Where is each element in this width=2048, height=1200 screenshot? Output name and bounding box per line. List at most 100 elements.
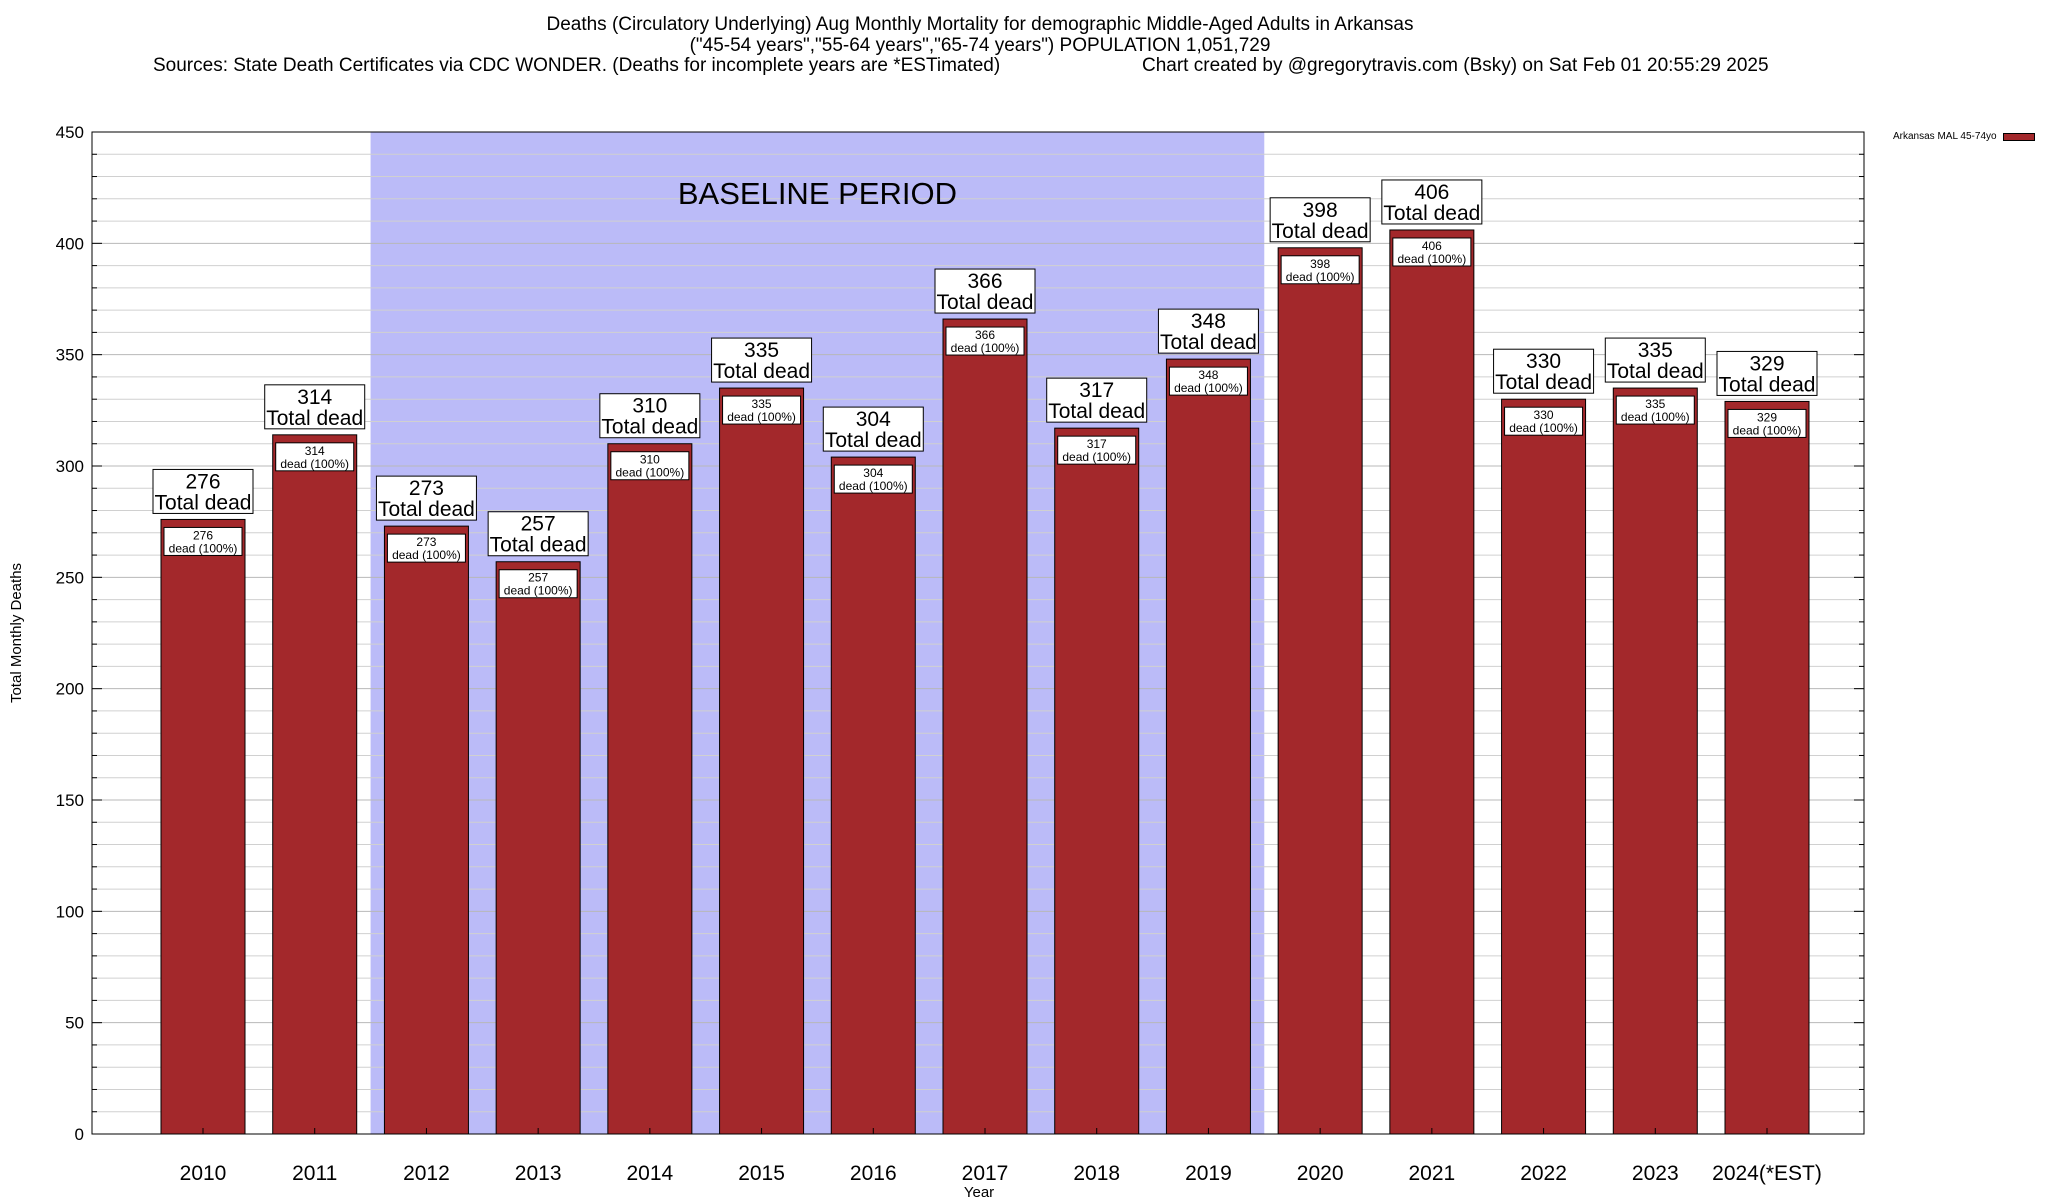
y-tick-label: 200: [56, 680, 84, 699]
bar: [830, 456, 916, 1135]
bar-top-total-label: Total dead: [1495, 371, 1592, 394]
bar-top-label-box: [264, 384, 366, 430]
x-tick-label: 2010: [180, 1162, 227, 1185]
bar-inner-percent-label: dead (100%): [951, 341, 1020, 355]
x-tick-label: 2016: [850, 1162, 897, 1185]
bar-top-label-box: [822, 406, 924, 452]
bar-top-value-label: 406: [1414, 181, 1449, 204]
bar: [1277, 247, 1363, 1135]
x-tick-label: 2018: [1073, 1162, 1120, 1185]
bar-top-total-label: Total dead: [1719, 373, 1816, 396]
bar-top-value-label: 304: [856, 408, 891, 431]
bar-inner-label-box: [1727, 408, 1807, 438]
bar-inner-percent-label: dead (100%): [1174, 381, 1243, 395]
bar-top-label-box: [487, 511, 589, 557]
bar-inner-label-box: [275, 442, 355, 472]
chart-title-block: Deaths (Circulatory Underlying) Aug Mont…: [0, 14, 1960, 56]
baseline-label: BASELINE PERIOD: [678, 176, 957, 211]
bar: [1612, 387, 1698, 1135]
bar-inner-value-label: 330: [1534, 408, 1554, 422]
bar-inner-value-label: 304: [863, 466, 883, 480]
bar-inner-percent-label: dead (100%): [169, 541, 238, 555]
bar-top-value-label: 335: [744, 339, 779, 362]
y-tick-label: 450: [56, 123, 84, 142]
bar-top-label-box: [1493, 348, 1595, 394]
bar-inner-label-box: [1280, 255, 1360, 285]
bar-inner-label-box: [1057, 435, 1137, 465]
bar-top-total-label: Total dead: [1383, 202, 1480, 225]
x-tick-label: 2011: [292, 1162, 337, 1185]
y-tick-label: 150: [56, 791, 84, 810]
bar: [495, 561, 581, 1135]
bar-inner-label-box: [498, 569, 578, 599]
bar-inner-percent-label: dead (100%): [280, 457, 349, 471]
bar-inner-percent-label: dead (100%): [615, 466, 684, 480]
bar-inner-percent-label: dead (100%): [839, 479, 908, 493]
bar-top-label-box: [1716, 350, 1818, 396]
bar-top-label-box: [1604, 337, 1706, 383]
bar-top-value-label: 329: [1749, 352, 1784, 375]
bar-top-total-label: Total dead: [1607, 360, 1704, 383]
y-tick-label: 300: [56, 457, 84, 476]
bar-inner-percent-label: dead (100%): [504, 584, 573, 598]
bar-top-value-label: 366: [967, 270, 1002, 293]
bar-top-total-label: Total dead: [378, 498, 475, 521]
bar-top-total-label: Total dead: [1160, 331, 1257, 354]
bar-inner-label-box: [610, 451, 690, 481]
x-tick-label: 2022: [1520, 1162, 1567, 1185]
y-tick-label: 400: [56, 234, 84, 253]
bar-top-value-label: 314: [297, 386, 332, 409]
bar-top-label-box: [599, 393, 701, 439]
bar-top-label-box: [1381, 179, 1483, 225]
bar: [1389, 229, 1475, 1135]
x-tick-label: 2021: [1408, 1162, 1455, 1185]
bar-inner-percent-label: dead (100%): [727, 410, 796, 424]
bar-inner-value-label: 317: [1087, 437, 1107, 451]
bar-inner-value-label: 335: [752, 397, 772, 411]
bar-top-value-label: 273: [409, 477, 444, 500]
chart-subtitle: ("45-54 years","55-64 years","65-74 year…: [689, 35, 1271, 56]
bar: [1054, 427, 1140, 1135]
x-tick-label: 2019: [1185, 1162, 1232, 1185]
bar-inner-value-label: 329: [1757, 410, 1777, 424]
x-tick-label: 2024(*EST): [1712, 1162, 1822, 1185]
bar-inner-label-box: [945, 326, 1025, 356]
y-tick-label: 0: [75, 1125, 84, 1144]
x-tick-label: 2013: [515, 1162, 562, 1185]
y-tick-label: 250: [56, 568, 84, 587]
bar-top-label-box: [1269, 197, 1371, 243]
bar-inner-percent-label: dead (100%): [1621, 410, 1690, 424]
bar-inner-value-label: 406: [1422, 239, 1442, 253]
bar-top-label-box: [152, 468, 254, 514]
x-axis-label: Year: [964, 1184, 994, 1200]
bar-top-value-label: 276: [185, 470, 220, 493]
chart-sources: Sources: State Death Certificates via CD…: [153, 55, 1001, 76]
bar-top-label-box: [711, 337, 813, 383]
bar-top-total-label: Total dead: [1272, 220, 1369, 243]
bar: [383, 525, 469, 1135]
bar-inner-percent-label: dead (100%): [1062, 450, 1131, 464]
chart-credit: Chart created by @gregorytravis.com (Bsk…: [1142, 55, 1769, 76]
bar-inner-label-box: [1168, 366, 1248, 396]
bar-top-value-label: 330: [1526, 350, 1561, 373]
bar-inner-label-box: [1615, 395, 1695, 425]
bar-inner-value-label: 257: [528, 571, 548, 585]
bar-top-total-label: Total dead: [713, 360, 810, 383]
chart-legend: Arkansas MAL 45-74yo: [1893, 131, 2035, 142]
legend-swatch: [2002, 132, 2035, 141]
bar: [1165, 358, 1251, 1135]
bar-inner-percent-label: dead (100%): [1286, 270, 1355, 284]
bar-inner-value-label: 273: [416, 535, 436, 549]
bar-inner-percent-label: dead (100%): [392, 548, 461, 562]
bar-top-label-box: [1046, 377, 1148, 423]
bar-inner-percent-label: dead (100%): [1397, 252, 1466, 266]
bar-top-total-label: Total dead: [1048, 400, 1145, 423]
bar-top-label-box: [375, 475, 477, 521]
x-tick-label: 2012: [403, 1162, 450, 1185]
bar-inner-percent-label: dead (100%): [1509, 421, 1578, 435]
bar-inner-value-label: 398: [1310, 257, 1330, 271]
bar-inner-value-label: 348: [1198, 368, 1218, 382]
chart-title: Deaths (Circulatory Underlying) Aug Mont…: [546, 14, 1414, 35]
bar-top-label-box: [1157, 308, 1259, 354]
